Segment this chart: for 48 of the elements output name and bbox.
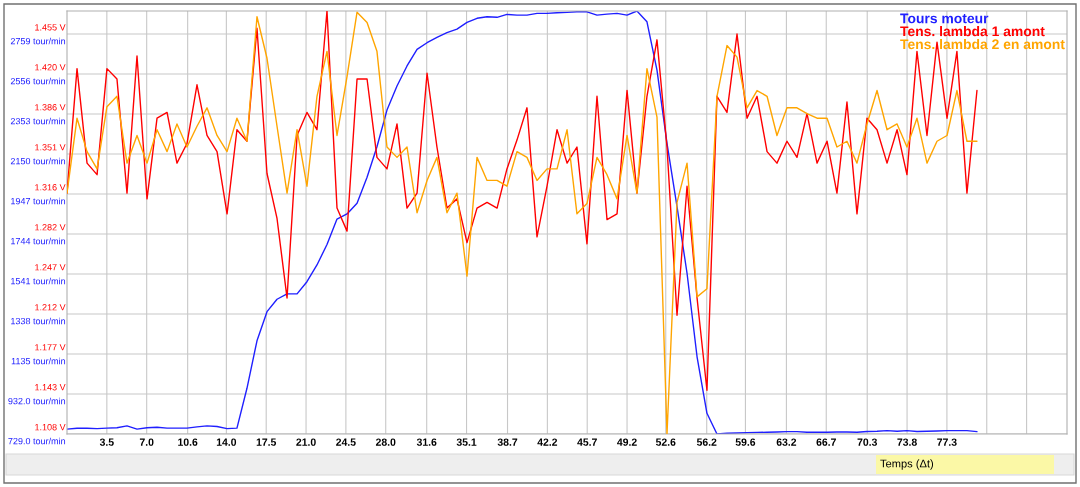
x-tick-label: 66.7 bbox=[816, 438, 836, 446]
x-tick-label: 73.8 bbox=[897, 438, 917, 446]
y-tick-label: 1947 tour/min bbox=[11, 197, 66, 205]
y-tick-label: 1135 tour/min bbox=[11, 357, 66, 365]
x-tick-label: 31.6 bbox=[416, 438, 437, 446]
x-tick-label: 17.5 bbox=[256, 438, 277, 446]
y2-tick-label: 1.177 V bbox=[35, 344, 66, 351]
y2-tick-label: 1.420 V bbox=[35, 64, 66, 71]
y-tick-label: 1338 tour/min bbox=[11, 317, 66, 325]
x-tick-label: 45.7 bbox=[577, 438, 597, 446]
x-tick-label: 3.5 bbox=[99, 438, 114, 446]
y-tick-label: 932.0 tour/min bbox=[8, 397, 66, 405]
x-tick-label: 14.0 bbox=[216, 438, 237, 446]
y-tick-label: 2556 tour/min bbox=[10, 77, 66, 85]
y-tick-label: 729.0 tour/min bbox=[8, 437, 66, 445]
x-tick-label: 28.0 bbox=[375, 438, 396, 446]
x-tick-label: 77.3 bbox=[937, 438, 957, 446]
y2-tick-label: 1.455 V bbox=[35, 24, 66, 31]
x-tick-label: 56.2 bbox=[696, 438, 717, 446]
x-tick-label: 38.7 bbox=[497, 438, 518, 446]
y2-tick-label: 1.247 V bbox=[35, 264, 66, 271]
y2-tick-label: 1.316 V bbox=[35, 184, 66, 191]
text: Tours moteur bbox=[900, 13, 989, 24]
x-tick-label: 35.1 bbox=[456, 438, 477, 446]
series-label: Tens. lambda 1 amont bbox=[900, 26, 1045, 37]
x-axis-title: Temps (Δt) bbox=[880, 459, 934, 470]
x-tick-label: 63.2 bbox=[776, 438, 797, 446]
y-tick-label: 1744 tour/min bbox=[11, 237, 66, 245]
y2-tick-label: 1.386 V bbox=[35, 104, 66, 111]
y2-tick-label: 1.212 V bbox=[35, 304, 66, 311]
y2-tick-label: 1.282 V bbox=[35, 224, 66, 231]
x-tick-label: 24.5 bbox=[336, 438, 356, 446]
y2-tick-label: 1.108 V bbox=[35, 424, 66, 431]
x-tick-label: 21.0 bbox=[296, 438, 316, 446]
x-tick-label: 59.6 bbox=[735, 438, 756, 446]
x-tick-label: 42.2 bbox=[537, 438, 558, 446]
x-tick-label: 49.2 bbox=[617, 438, 637, 446]
y2-tick-label: 1.143 V bbox=[35, 384, 66, 391]
y2-tick-label: 1.351 V bbox=[35, 144, 66, 151]
y-tick-label: 2150 tour/min bbox=[10, 157, 66, 165]
text: Tens. lambda 2 en amont bbox=[900, 38, 1065, 50]
x-tick-label: 10.6 bbox=[178, 438, 198, 446]
x-tick-label: 70.3 bbox=[857, 438, 877, 446]
y-tick-label: 2353 tour/min bbox=[10, 117, 66, 125]
y-tick-label: 1541 tour/min bbox=[11, 277, 66, 285]
x-tick-label: 52.6 bbox=[655, 438, 676, 446]
y-tick-label: 2759 tour/min bbox=[10, 37, 66, 45]
x-tick-label: 7.0 bbox=[139, 438, 154, 446]
